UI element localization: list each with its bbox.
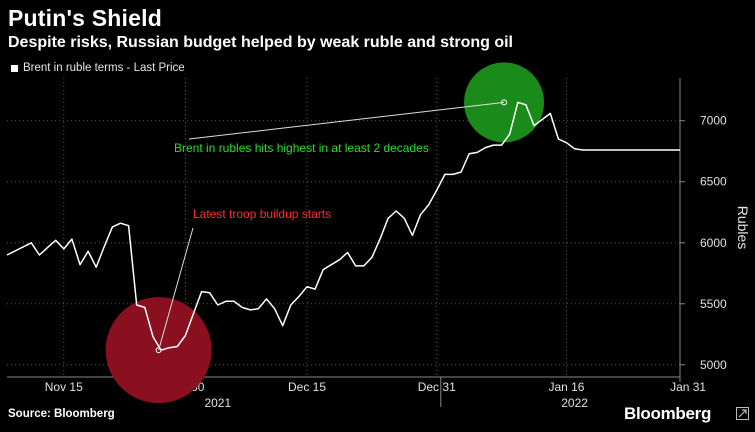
legend: Brent in ruble terms - Last Price — [11, 62, 185, 74]
chart-title: Putin's Shield — [8, 5, 162, 31]
legend-swatch — [11, 64, 18, 72]
x-tick-label: Jan 31 — [670, 380, 706, 394]
chart-subtitle: Despite risks, Russian budget helped by … — [8, 34, 513, 51]
year-label: 2022 — [561, 396, 588, 410]
x-tick-label: Nov 15 — [45, 380, 83, 394]
x-tick-label: Jan 16 — [548, 380, 584, 394]
bloomberg-logo: Bloomberg — [624, 404, 712, 423]
series-line — [6, 101, 680, 351]
y-tick-label: 6000 — [700, 236, 727, 250]
y-tick-label: 7000 — [700, 114, 727, 128]
legend-label: Brent in ruble terms - Last Price — [23, 62, 185, 74]
green-annotation-text: Brent in rubles hits highest in at least… — [174, 141, 429, 155]
y-tick-label: 5500 — [700, 297, 727, 311]
year-label: 2021 — [204, 396, 231, 410]
red-annotation-leader — [158, 227, 194, 351]
green-annotation-marker — [501, 99, 508, 106]
expand-icon[interactable] — [736, 407, 749, 420]
red-annotation-text: Latest troop buildup starts — [193, 207, 331, 221]
x-tick-label: Dec 15 — [288, 380, 326, 394]
y-tick-label: 5000 — [700, 358, 727, 372]
x-tick-label: Dec 31 — [418, 380, 456, 394]
y-tick-label: 6500 — [700, 175, 727, 189]
green-annotation-leader — [188, 101, 505, 140]
red-annotation-marker — [155, 347, 162, 354]
y-axis-title: Rubles — [735, 206, 751, 250]
source-note: Source: Bloomberg — [8, 408, 115, 420]
